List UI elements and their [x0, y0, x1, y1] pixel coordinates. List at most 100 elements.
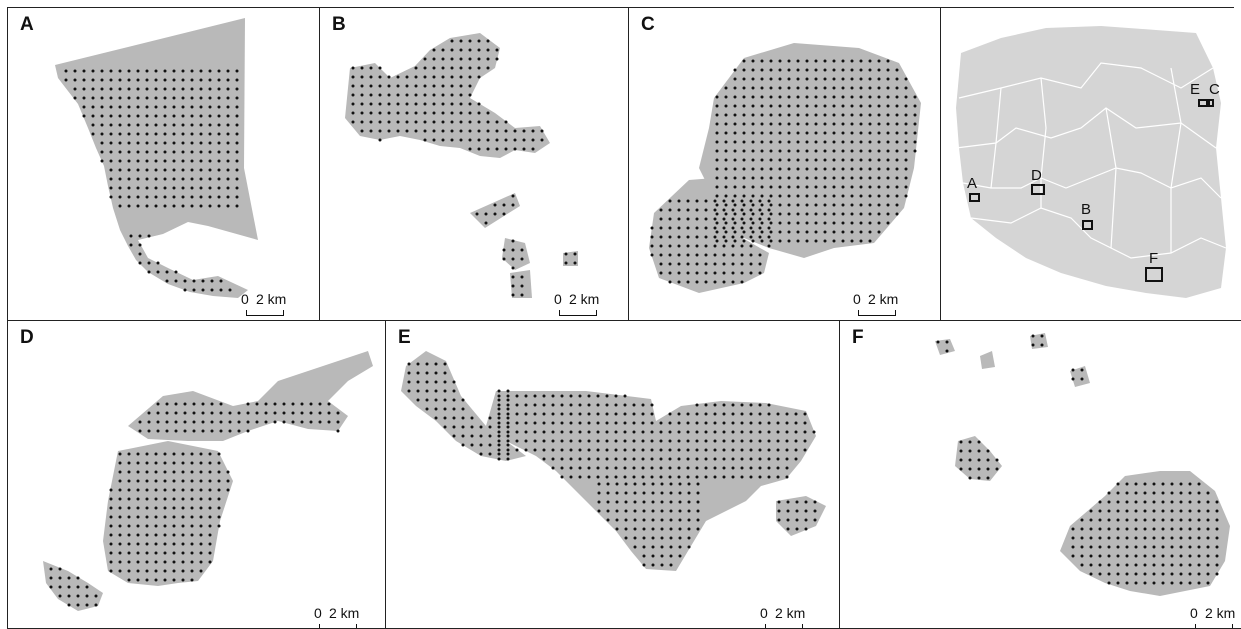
sample-plot-dot — [651, 554, 655, 558]
sample-plot-dot — [742, 212, 746, 216]
sample-plot-dot — [650, 235, 654, 239]
sample-plot-dot — [199, 159, 203, 163]
sample-plot-dot — [841, 176, 845, 180]
sample-plot-dot — [226, 159, 230, 163]
sample-plot-dot — [1170, 527, 1174, 531]
sample-plot-dot — [118, 461, 122, 465]
sample-plot-dot — [895, 212, 899, 216]
sample-plot-dot — [596, 430, 600, 434]
sample-plot-dot — [423, 84, 427, 88]
sample-plot-dot — [91, 132, 95, 136]
sample-plot-dot — [868, 176, 872, 180]
sample-plot-dot — [803, 412, 807, 416]
sample-plot-dot — [190, 141, 194, 145]
sample-plot-dot — [109, 69, 113, 73]
sample-plot-dot — [868, 113, 872, 117]
sample-plot-dot — [659, 217, 663, 221]
sample-plot-dot — [787, 68, 791, 72]
sample-plot-dot — [511, 293, 515, 297]
sample-plot-dot — [859, 77, 863, 81]
sample-plot-dot — [868, 212, 872, 216]
sample-plot-dot — [695, 475, 699, 479]
sample-plot-dot — [769, 185, 773, 189]
sample-plot-dot — [136, 78, 140, 82]
sample-plot-dot — [1206, 500, 1210, 504]
sample-plot-dot — [378, 102, 382, 106]
sample-plot-dot — [724, 149, 728, 153]
sample-plot-dot — [660, 491, 664, 495]
sample-plot-dot — [82, 114, 86, 118]
sample-plot-dot — [199, 470, 203, 474]
sample-plot-dot — [832, 239, 836, 243]
sample-plot-dot — [850, 77, 854, 81]
forest-map-e — [401, 351, 826, 571]
sample-plot-dot — [913, 149, 917, 153]
sample-plot-dot — [156, 420, 160, 424]
sample-plot-dot — [1134, 518, 1138, 522]
sample-plot-dot — [477, 147, 481, 151]
sample-plot-dot — [1143, 536, 1147, 540]
sample-plot-dot — [1188, 509, 1192, 513]
sample-plot-dot — [615, 527, 619, 531]
sample-plot-dot — [859, 113, 863, 117]
sample-plot-dot — [118, 515, 122, 519]
scale-zero-a: 0 — [241, 291, 249, 307]
sample-plot-dot — [423, 120, 427, 124]
sample-plot-dot — [787, 230, 791, 234]
sample-plot-dot — [127, 168, 131, 172]
sample-plot-dot — [118, 204, 122, 208]
sample-plot-dot — [841, 158, 845, 162]
sample-plot-dot — [686, 253, 690, 257]
sample-plot-dot — [724, 95, 728, 99]
sample-plot-dot — [695, 235, 699, 239]
sample-plot-dot — [136, 470, 140, 474]
sample-plot-dot — [181, 533, 185, 537]
sample-plot-dot — [805, 239, 809, 243]
sample-plot-dot — [181, 69, 185, 73]
sample-plot-dot — [796, 239, 800, 243]
sample-plot-dot — [1107, 500, 1111, 504]
sample-plot-dot — [805, 77, 809, 81]
sample-plot-dot — [181, 569, 185, 573]
sample-plot-dot — [850, 230, 854, 234]
sample-plot-dot — [796, 104, 800, 108]
sample-plot-dot — [190, 168, 194, 172]
sample-plot-dot — [722, 439, 726, 443]
sample-plot-dot — [733, 77, 737, 81]
sample-plot-dot — [814, 131, 818, 135]
sample-plot-dot — [769, 68, 773, 72]
sample-plot-dot — [632, 457, 636, 461]
sample-plot-dot — [868, 203, 872, 207]
sample-plot-dot — [145, 168, 149, 172]
sample-plot-dot — [832, 203, 836, 207]
sample-plot-dot — [136, 461, 140, 465]
sample-plot-dot — [977, 440, 981, 444]
sample-plot-dot — [1125, 527, 1129, 531]
sample-plot-dot — [850, 212, 854, 216]
sample-plot-dot — [823, 230, 827, 234]
sample-plot-dot — [641, 448, 645, 452]
sample-plot-dot — [477, 102, 481, 106]
sample-plot-dot — [488, 443, 492, 447]
sample-plot-dot — [533, 394, 537, 398]
sample-plot-dot — [1125, 536, 1129, 540]
sample-plot-dot — [642, 500, 646, 504]
sample-plot-dot — [181, 488, 185, 492]
sample-plot-dot — [686, 475, 690, 479]
sample-plot-dot — [511, 248, 515, 252]
sample-plot-dot — [172, 497, 176, 501]
sample-plot-dot — [805, 221, 809, 225]
sample-plot-dot — [199, 69, 203, 73]
sample-plot-dot — [156, 402, 160, 406]
sample-plot-dot — [282, 402, 286, 406]
sample-plot-dot — [495, 120, 499, 124]
sample-plot-dot — [776, 466, 780, 470]
sample-plot-dot — [751, 131, 755, 135]
sample-plot-dot — [136, 578, 140, 582]
sample-plot-dot — [877, 77, 881, 81]
sample-plot-dot — [778, 158, 782, 162]
sample-plot-dot — [977, 449, 981, 453]
sample-plot-dot — [190, 578, 194, 582]
sample-plot-dot — [724, 221, 728, 225]
sample-plot-dot — [226, 114, 230, 118]
